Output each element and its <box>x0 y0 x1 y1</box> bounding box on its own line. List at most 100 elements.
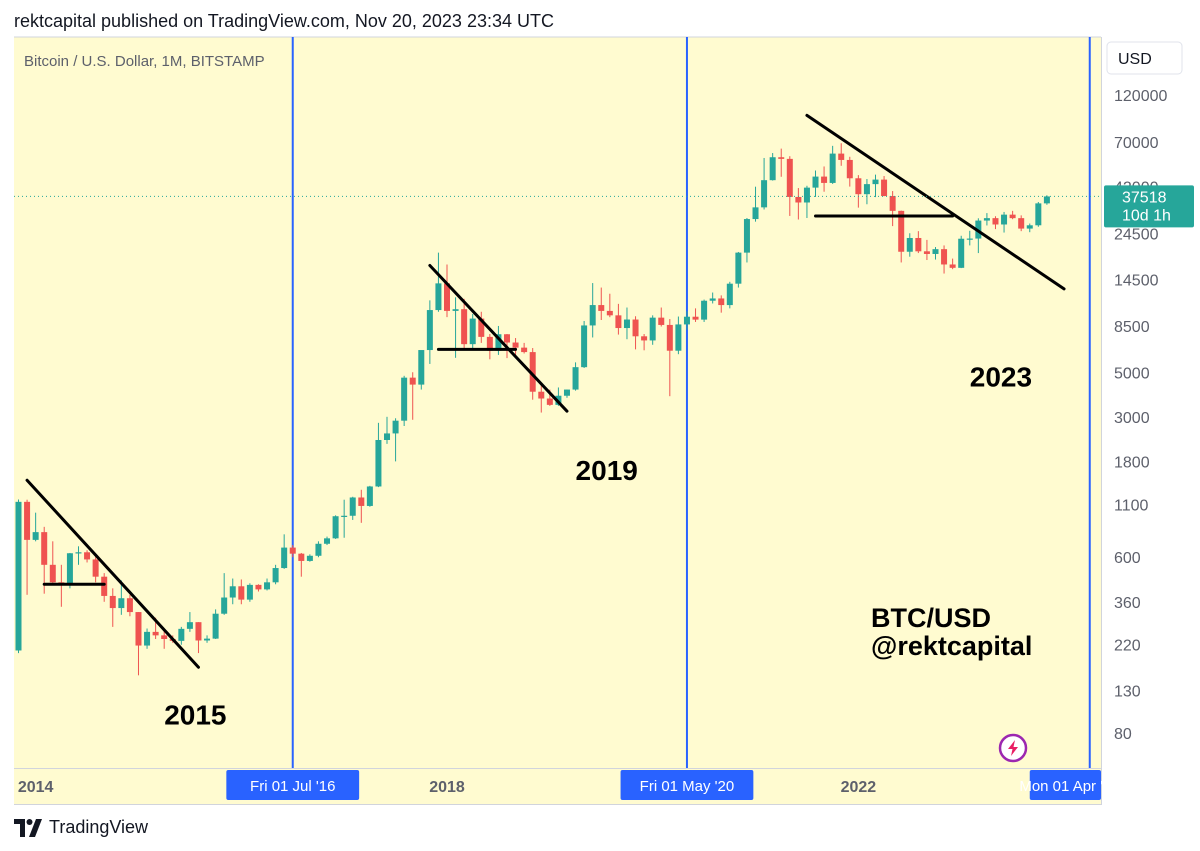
candle-body <box>889 196 896 211</box>
candle-body <box>75 552 82 554</box>
candle <box>246 583 253 602</box>
currency-button[interactable]: USD <box>1106 41 1183 75</box>
candle <box>1009 210 1016 220</box>
candle-body <box>906 237 913 252</box>
cycle-year-label: 2023 <box>970 361 1032 392</box>
candle-body <box>589 305 596 326</box>
candle <box>881 176 888 197</box>
plot-background <box>14 37 1101 805</box>
candle-body <box>795 196 802 203</box>
candle-body <box>538 391 545 399</box>
candle-body <box>529 352 536 392</box>
candle <box>384 416 391 444</box>
last-price-value: 37518 <box>1122 189 1167 206</box>
candle-body <box>289 547 296 554</box>
candle-body <box>572 367 579 390</box>
candle <box>426 300 433 364</box>
candle <box>581 320 588 368</box>
candle-body <box>306 555 313 561</box>
candle <box>992 216 999 230</box>
price-tick-label: 14500 <box>1114 272 1159 289</box>
candle-body <box>966 238 973 240</box>
candle-body <box>49 564 56 583</box>
candle-body <box>409 377 416 385</box>
candle <box>821 166 828 192</box>
candle <box>512 338 519 355</box>
candle-body <box>675 324 682 351</box>
candle <box>49 541 56 585</box>
candle <box>315 541 322 558</box>
candle <box>255 584 262 592</box>
candle <box>709 292 716 304</box>
cycle-year-label: 2015 <box>164 700 226 731</box>
candle <box>84 550 91 563</box>
last-price-countdown: 10d 1h <box>1122 207 1171 224</box>
candle <box>941 245 948 274</box>
cycle-date-badge: Fri 01 Jul '16 <box>226 770 360 800</box>
candle-body <box>444 283 450 311</box>
candle-body <box>349 497 356 516</box>
candle-body <box>735 252 742 284</box>
candle <box>855 175 862 208</box>
candle-body <box>821 176 828 183</box>
candle-body <box>401 377 408 421</box>
candle <box>186 612 193 632</box>
cycle-date-badge: Mon 01 Apr '2 <box>1019 770 1111 800</box>
candle-body <box>649 317 656 341</box>
currency-button-label: USD <box>1118 51 1152 68</box>
footer-brand[interactable]: TradingView <box>49 817 149 837</box>
time-tick-label: 2014 <box>18 779 54 796</box>
candle <box>452 297 459 358</box>
candle <box>666 319 673 397</box>
candle-body <box>324 538 331 544</box>
candle-body <box>512 342 519 348</box>
cycle-date-badge-bg <box>226 770 360 800</box>
candle <box>863 179 870 205</box>
candle <box>606 293 613 318</box>
candle-body <box>1043 196 1050 204</box>
candle-body <box>486 336 493 351</box>
lightning-bolt-icon[interactable] <box>998 733 1028 763</box>
candle-body <box>101 576 108 596</box>
candle <box>983 213 990 226</box>
candle <box>538 385 545 413</box>
candle <box>641 334 648 351</box>
price-tick-label: 80 <box>1114 726 1132 743</box>
candle-body <box>221 597 228 614</box>
candle-body <box>632 319 639 337</box>
watermark-handle: @rektcapital <box>871 631 1032 661</box>
candle <box>272 564 279 585</box>
candle <box>1035 201 1042 227</box>
candle <box>75 546 82 565</box>
candle-body <box>941 249 948 265</box>
candle-body <box>881 179 888 197</box>
candle-body <box>204 638 211 641</box>
candle <box>409 372 416 420</box>
candle <box>752 186 759 222</box>
tradingview-logo-icon[interactable] <box>14 818 42 837</box>
candle <box>469 313 476 350</box>
candle <box>838 143 845 166</box>
candle <box>889 191 896 227</box>
candle-body <box>41 532 48 565</box>
candle <box>906 233 913 257</box>
candle <box>375 422 382 488</box>
cycle-date-badge-bg <box>620 770 754 800</box>
last-price-badge: 37518 10d 1h <box>1104 185 1194 228</box>
candle-body <box>118 598 125 609</box>
candle <box>178 626 185 645</box>
candle-body <box>186 622 193 629</box>
candle <box>692 308 699 322</box>
candle-body <box>298 553 305 561</box>
price-tick-label: 24500 <box>1114 227 1159 244</box>
candle <box>332 515 339 539</box>
candle-body <box>15 501 22 651</box>
candle <box>109 588 116 627</box>
candle-body <box>692 316 699 320</box>
candle <box>126 594 133 617</box>
descending-trendline <box>25 478 200 669</box>
price-tick-label: 3000 <box>1114 410 1150 427</box>
candle-body <box>238 586 245 600</box>
candle <box>632 316 639 350</box>
